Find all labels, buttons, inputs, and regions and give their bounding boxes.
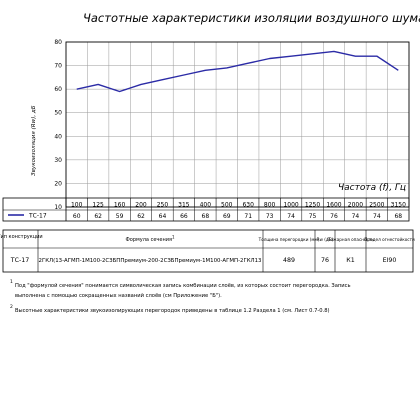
frequency-table: [2, 197, 410, 222]
data-value-label: 71: [244, 213, 252, 220]
x-axis-label: Частота (f), Гц: [338, 183, 406, 193]
spec-row-formula: 2ГКЛ(13-АГМП-1М100-2СЗБППремиум-200-2СЗБ…: [39, 258, 262, 264]
footnote-1-number: 1: [10, 279, 13, 285]
data-value-label: 75: [309, 213, 317, 220]
spec-row-type: ТС-17: [10, 257, 30, 264]
y-tick-label: 40: [54, 133, 62, 140]
spec-header-fire: Пожарная опасность: [327, 237, 374, 242]
spec-header-limit: Предел огнестойкости: [364, 237, 415, 242]
y-tick-label: 30: [54, 157, 62, 164]
spec-row-fire: К1: [346, 257, 354, 264]
x-tick-label: 1000: [283, 202, 298, 209]
series-line: [76, 50, 399, 93]
spec-header-type: Тип конструкции: [0, 234, 43, 240]
y-tick-label: 50: [54, 110, 62, 117]
data-value-label: 74: [287, 213, 295, 220]
data-value-label: 73: [266, 213, 274, 220]
data-value-label: 74: [352, 213, 360, 220]
data-value-label: 74: [373, 213, 381, 220]
x-tick-label: 1600: [326, 202, 341, 209]
frequency-columns: 100 125 160 200 250 315 400 500 630 800 1000 1250 16…: [71, 198, 406, 221]
y-axis-label: Звукоизоляция (Rw), дБ: [31, 105, 37, 176]
footnote-1-line-2: выполнена с помощью сокращенных названий…: [15, 292, 222, 299]
y-axis-ticks: 10 20 30 40 50 60 70 80: [54, 39, 62, 211]
x-tick-label: 630: [242, 202, 254, 209]
data-value-label: 69: [223, 213, 231, 220]
x-tick-label: 315: [178, 202, 190, 209]
data-value-label: 60: [73, 213, 81, 220]
data-value-label: 76: [330, 213, 338, 220]
spec-header-thickness: Толщина перегородки (мм): [258, 237, 320, 242]
spec-table: [2, 229, 414, 273]
x-tick-label: 100: [71, 202, 83, 209]
spec-header-rw: Rw (дБ): [317, 237, 334, 242]
x-tick-label: 3150: [391, 202, 406, 209]
x-tick-label: 2500: [369, 202, 384, 209]
footnote-2-number: 2: [10, 304, 13, 310]
spec-header-formula-sup: 1: [172, 235, 175, 240]
x-tick-label: 160: [114, 202, 126, 209]
x-tick-label: 2000: [348, 202, 363, 209]
data-value-label: 62: [94, 213, 102, 220]
data-value-label: 64: [159, 213, 167, 220]
spec-row-limit: EI90: [383, 257, 397, 264]
y-tick-label: 60: [54, 86, 62, 93]
spec-row-rw: 76: [321, 257, 329, 264]
data-value-label: 59: [116, 213, 124, 220]
series-lines: [76, 50, 399, 93]
x-tick-label: 400: [200, 202, 212, 209]
spec-header-formula: Формула сечения1: [125, 235, 175, 244]
data-value-label: 68: [394, 213, 402, 220]
y-tick-label: 70: [54, 63, 62, 70]
data-value-label: 66: [180, 213, 188, 220]
footnote-1-line-1: Под "формулой сечения" понимается символ…: [15, 282, 351, 289]
data-value-label: 68: [202, 213, 210, 220]
footnote-2-line-1: Высотные характеристики звукоизолирующих…: [15, 308, 330, 314]
data-value-label: 62: [137, 213, 145, 220]
spec-row-thickness: 489: [283, 257, 295, 264]
x-tick-label: 200: [135, 202, 147, 209]
x-tick-label: 1250: [305, 202, 320, 209]
x-tick-label: 125: [92, 202, 104, 209]
spec-header-formula-text: Формула сечения: [125, 237, 172, 243]
y-tick-label: 10: [54, 204, 62, 211]
y-tick-label: 80: [54, 39, 62, 46]
x-tick-label: 500: [221, 202, 233, 209]
chart-title: Частотные характеристики изоляции воздуш…: [83, 11, 420, 25]
x-tick-label: 800: [264, 202, 276, 209]
x-tick-label: 250: [157, 202, 169, 209]
y-tick-label: 20: [54, 180, 62, 187]
spec-header-type-text: Тип конструкции: [0, 234, 43, 240]
legend-series-name: ТС-17: [28, 213, 47, 220]
